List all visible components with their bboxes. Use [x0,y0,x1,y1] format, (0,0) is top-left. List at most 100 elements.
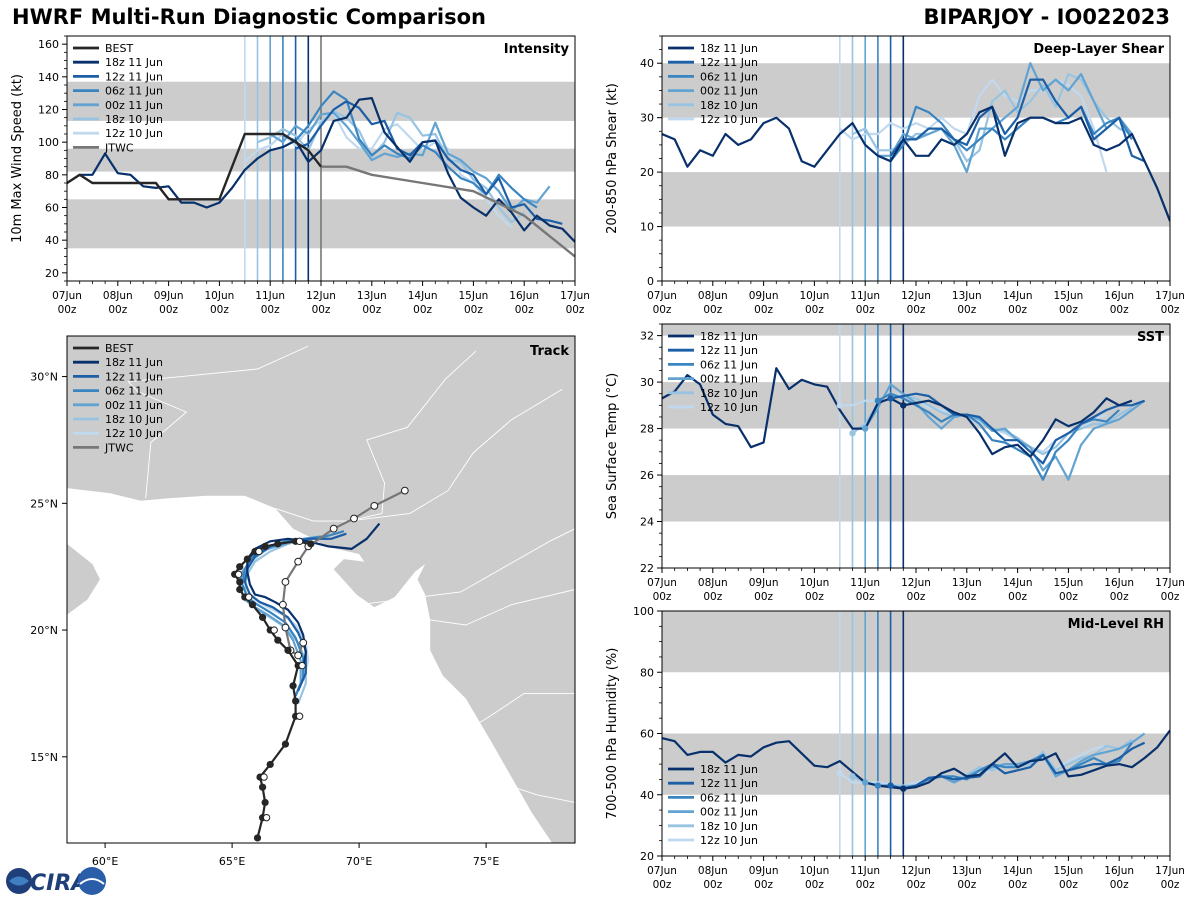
shear-xtick-label: 00z [957,304,976,316]
rh-xtick-label: 13Jun [952,865,982,877]
rh-ytick-label: 100 [633,605,654,618]
shear-ytick-label: 30 [640,112,654,125]
shear-series-00z-11-jun [864,62,1133,174]
track-border-1 [275,350,477,522]
rh-xtick-label: 14Jun [1003,865,1033,877]
track-open-point [295,537,304,546]
track-border-4 [455,692,575,737]
shear-series-18z-11-jun [662,105,1170,222]
rh-xtick-label: 17Jun [1155,865,1185,877]
rh-legend-label: 12z 11 Jun [700,777,758,790]
intensity-xtick-label: 08Jun [103,290,133,302]
intensity-xtick-label: 17Jun [560,290,590,302]
rh-xtick-label: 12Jun [901,865,931,877]
shear-xtick-label: 00z [1161,304,1180,316]
intensity-panel: 20 40 60 80 100 120 140 160 07Jun 00z 08Jun 00z 09Ju… [10,35,590,316]
sst-series-18z-11-jun [662,367,1133,458]
shear-band-0 [662,172,1170,227]
sst-xtick-label: 00z [754,591,773,603]
sst-ytick-label: 26 [640,469,654,482]
shear-xtick-label: 07Jun [647,290,677,302]
track-xtick-label: 70°E [346,855,372,868]
intensity-ytick-label: 20 [45,267,59,280]
shear-xtick-label: 08Jun [698,290,728,302]
track-best-point [274,540,282,548]
sst-xtick-label: 00z [653,591,672,603]
rh-ytick-label: 80 [640,666,654,679]
track-jtwc-point [299,638,308,647]
shear-series-12z-11-jun [889,78,1146,163]
rh-xtick-label: 00z [754,879,773,891]
track-border-5 [460,766,575,803]
rh-xtick-label: 00z [856,879,875,891]
track-land [67,336,575,843]
track-open-point [255,547,263,556]
sst-panel: 22 24 26 28 30 32 07Jun 00z 08Jun 00z 09Jun 00z 10Ju… [605,323,1185,603]
rh-xtick-label: 15Jun [1054,865,1084,877]
sst-ytick-label: 32 [640,330,654,343]
track-best-point [236,578,244,586]
shear-ytick-label: 0 [647,275,654,288]
intensity-xtick-label: 14Jun [408,290,438,302]
intensity-ytick-label: 160 [38,38,59,51]
rh-legend-label: 18z 11 Jun [700,763,758,776]
track-best-point [258,783,267,791]
shear-xtick-label: 09Jun [749,290,779,302]
logo-swirl-icon [9,876,29,886]
rh-xtick-label: 00z [907,879,926,891]
shear-xtick-label: 00z [1059,304,1078,316]
intensity-legend-label: 06z 11 Jun [105,85,163,98]
track-land-arabia [67,543,100,615]
intensity-ytick-label: 80 [45,169,59,182]
track-jtwc-point [370,501,379,510]
shear-xtick-label: 00z [703,304,722,316]
rh-panel: 20 40 60 80 100 07Jun 00z 08Jun 00z 09Jun 00z 10Jun… [605,605,1185,891]
intensity-xtick-label: 00z [464,304,483,316]
shear-panel: 0 10 20 30 40 07Jun 00z 08Jun 00z 09Jun 00z 10Jun 00… [605,35,1185,316]
intensity-legend-label: JTWC [104,141,134,154]
sst-series-00z-11-jun [864,383,1146,481]
track-legend-label: JTWC [104,441,134,454]
rh-init-dot-2 [874,782,882,789]
shear-xtick-label: 00z [1008,304,1027,316]
track-best-point [289,682,297,690]
shear-xtick-label: 16Jun [1104,290,1134,302]
rh-xtick-label: 16Jun [1104,865,1134,877]
track-open-point [270,626,278,634]
track-best-point [261,542,269,551]
track-jtwc-point [281,623,290,632]
shear-legend-label: 18z 10 Jun [700,99,758,112]
track-legend-label: 12z 11 Jun [105,370,163,383]
main-title: HWRF Multi-Run Diagnostic Comparison [12,5,487,29]
rh-xtick-label: 08Jun [698,865,728,877]
intensity-legend-label: 00z 11 Jun [105,99,163,112]
track-border-6 [348,388,563,522]
rh-legend-label: 12z 10 Jun [700,834,758,847]
intensity-ytick-label: 100 [38,136,59,149]
rh-xtick-label: 00z [805,879,824,891]
rh-xtick-label: 00z [1059,879,1078,891]
sst-legend-label: 12z 10 Jun [700,401,758,414]
track-ytick-label: 25°N [30,497,58,510]
track-ytick-label: 15°N [30,751,58,764]
intensity-xtick-label: 09Jun [154,290,184,302]
sst-xtick-label: 16Jun [1104,577,1134,589]
intensity-ytick-label: 60 [45,202,59,215]
rh-xtick-label: 11Jun [850,865,880,877]
track-line-18z-11-jun [246,522,381,669]
shear-xtick-label: 14Jun [1003,290,1033,302]
intensity-legend-label: 18z 11 Jun [105,56,163,69]
track-jtwc-point [294,651,303,660]
intensity-xtick-label: 00z [566,304,585,316]
intensity-xtick-label: 12Jun [306,290,336,302]
sst-xtick-label: 15Jun [1054,577,1084,589]
sst-legend-label: 12z 11 Jun [700,344,758,357]
intensity-xtick-label: 00z [312,304,331,316]
intensity-series-jtwc [321,165,575,258]
track-best-point [236,585,244,594]
shear-xtick-label: 12Jun [901,290,931,302]
sst-xtick-label: 00z [805,591,824,603]
rh-ytick-label: 60 [640,728,654,741]
track-open-point [245,593,253,601]
